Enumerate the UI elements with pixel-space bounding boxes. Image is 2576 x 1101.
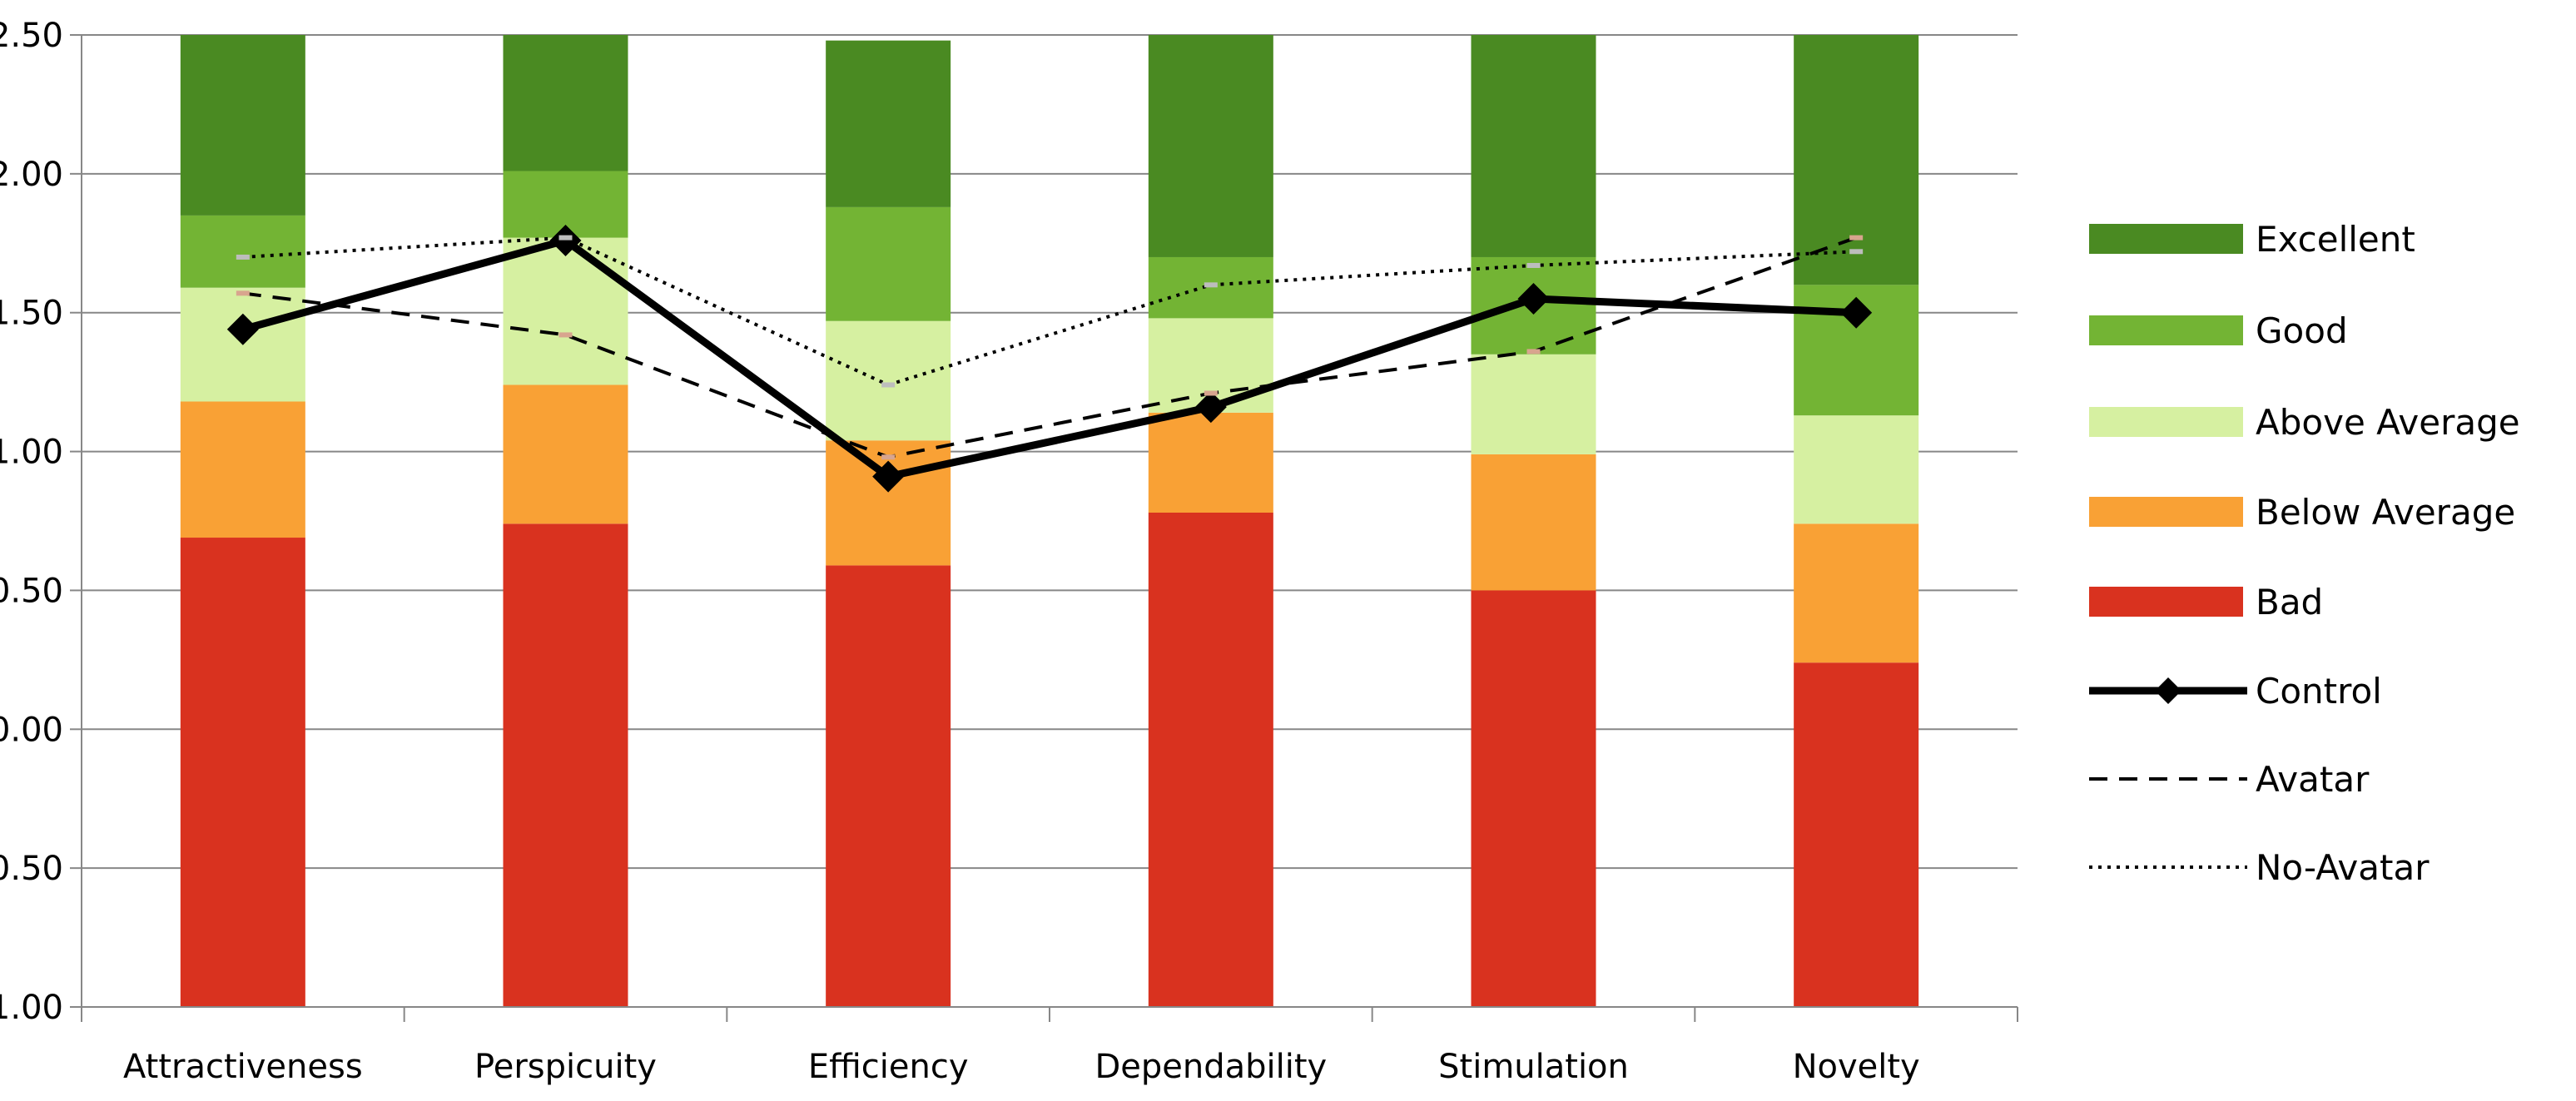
axes <box>70 34 2018 1022</box>
line-no-avatar <box>242 236 1857 387</box>
bar-efficiency-excellent <box>826 40 951 207</box>
gridlines <box>82 34 2018 1008</box>
x-tick-label-attractiveness: Attractiveness <box>123 1048 363 1086</box>
point-no-avatar-novelty <box>1849 249 1864 255</box>
legend-label-control: Control <box>2256 671 2382 712</box>
point-no-avatar-efficiency <box>881 382 896 388</box>
bar-stimulation-bad <box>1471 590 1596 1007</box>
y-tick-label: 1.50 <box>0 295 63 333</box>
legend-marker-control <box>2155 677 2181 704</box>
point-control-stimulation <box>1517 283 1550 315</box>
legend-label-no-avatar: No-Avatar <box>2256 847 2430 888</box>
bar-perspicuity-above-average <box>503 237 628 385</box>
point-control-attractiveness <box>226 313 259 345</box>
y-tick-label: 0.00 <box>0 711 63 749</box>
point-avatar-novelty <box>1849 235 1864 241</box>
y-tick-label: 0.50 <box>0 572 63 610</box>
bar-novelty-below-average <box>1794 523 1919 663</box>
x-tick-label-efficiency: Efficiency <box>808 1048 969 1086</box>
legend-swatch-below-average <box>2089 497 2243 527</box>
bar-attractiveness-good <box>180 215 305 288</box>
point-control-perspicuity <box>549 224 582 256</box>
bar-efficiency-good <box>826 206 951 321</box>
stacked-bars <box>180 35 1919 1007</box>
y-tick-label: 1.00 <box>0 434 63 472</box>
point-avatar-stimulation <box>1526 349 1541 355</box>
bar-stimulation-above-average <box>1471 354 1596 454</box>
point-avatar-perspicuity <box>558 332 573 338</box>
legend-swatch-good <box>2089 315 2243 345</box>
x-tick-label-perspicuity: Perspicuity <box>474 1048 657 1086</box>
bar-attractiveness-bad <box>180 538 305 1007</box>
x-axis-category-labels: Attractiveness Perspicuity Efficiency Depen… <box>123 1048 1920 1086</box>
point-no-avatar-perspicuity <box>558 235 573 241</box>
line-control <box>241 236 1857 481</box>
bar-novelty-above-average <box>1794 415 1919 524</box>
legend-swatch-bad <box>2089 587 2243 617</box>
point-no-avatar-stimulation <box>1526 262 1541 268</box>
bar-perspicuity-excellent <box>503 35 628 171</box>
bar-perspicuity-bad <box>503 523 628 1007</box>
y-tick-label: -1.00 <box>0 989 63 1027</box>
point-no-avatar-attractiveness <box>236 254 250 260</box>
bar-stimulation-excellent <box>1471 35 1596 257</box>
point-control-novelty <box>1840 296 1873 329</box>
bar-dependability-excellent <box>1148 35 1273 257</box>
point-avatar-attractiveness <box>236 290 250 296</box>
bar-efficiency-above-average <box>826 320 951 441</box>
y-tick-label: 2.00 <box>0 156 63 194</box>
y-axis-tick-labels: -1.00 -0.50 0.00 0.50 1.00 1.50 2.00 2.50 <box>0 17 63 1027</box>
x-tick-label-dependability: Dependability <box>1094 1048 1327 1086</box>
point-avatar-efficiency <box>881 454 896 460</box>
bar-dependability-bad <box>1148 512 1273 1007</box>
y-tick-label: -0.50 <box>0 850 63 888</box>
legend: Excellent Good Above Average Below Average B… <box>2089 219 2520 888</box>
bar-attractiveness-below-average <box>180 401 305 538</box>
legend-swatch-excellent <box>2089 224 2243 254</box>
series-lines <box>226 224 1873 493</box>
point-control-efficiency <box>872 460 905 493</box>
point-avatar-dependability <box>1204 390 1218 396</box>
legend-label-excellent: Excellent <box>2256 219 2415 260</box>
line-avatar <box>242 236 1857 459</box>
bar-perspicuity-below-average <box>503 384 628 524</box>
bar-efficiency-bad <box>826 565 951 1007</box>
bar-stimulation-below-average <box>1471 454 1596 591</box>
y-tick-label: 2.50 <box>0 17 63 55</box>
bar-dependability-below-average <box>1148 412 1273 513</box>
legend-label-bad: Bad <box>2256 582 2323 622</box>
bar-novelty-excellent <box>1794 35 1919 285</box>
legend-label-above-average: Above Average <box>2256 402 2520 443</box>
bar-dependability-good <box>1148 256 1273 319</box>
x-tick-label-novelty: Novelty <box>1793 1048 1920 1086</box>
x-tick-label-stimulation: Stimulation <box>1438 1048 1629 1086</box>
legend-label-good: Good <box>2256 310 2348 351</box>
legend-swatch-above-average <box>2089 407 2243 437</box>
point-control-dependability <box>1194 391 1227 424</box>
legend-label-below-average: Below Average <box>2256 492 2515 533</box>
point-no-avatar-dependability <box>1204 282 1218 288</box>
bar-novelty-bad <box>1794 662 1919 1007</box>
bar-attractiveness-excellent <box>180 35 305 216</box>
legend-label-avatar: Avatar <box>2256 759 2370 800</box>
